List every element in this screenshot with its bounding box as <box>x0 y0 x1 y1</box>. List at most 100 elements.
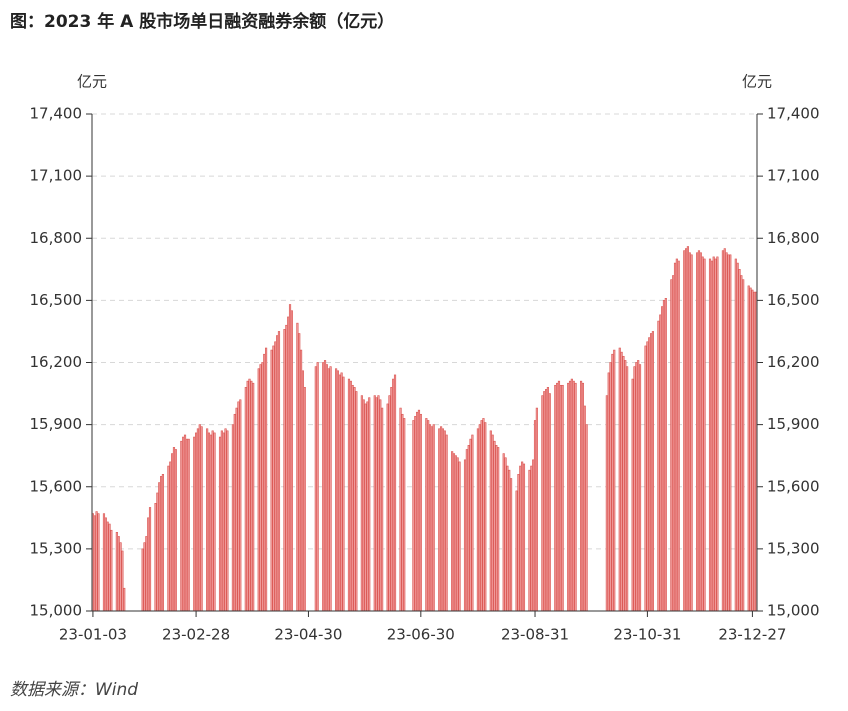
bar <box>567 382 570 612</box>
bar <box>399 407 402 612</box>
bar <box>618 347 621 612</box>
bar <box>714 258 717 612</box>
x-tick-label: 23-10-31 <box>613 626 681 644</box>
bar <box>533 420 537 612</box>
bar <box>471 434 474 612</box>
bar <box>469 438 472 612</box>
bar <box>545 389 548 612</box>
bar <box>231 424 234 612</box>
bar <box>347 378 351 612</box>
bar <box>160 476 163 612</box>
bar <box>355 391 358 612</box>
bar <box>522 463 526 612</box>
bar <box>388 395 391 612</box>
bar <box>548 393 551 612</box>
bar <box>751 289 754 612</box>
bar <box>495 445 498 612</box>
bar <box>200 426 203 612</box>
bar <box>631 378 634 612</box>
bar <box>322 362 325 612</box>
bar <box>675 258 678 612</box>
bar <box>412 420 415 612</box>
bar <box>478 424 481 612</box>
bar <box>263 353 266 612</box>
bar <box>607 372 610 612</box>
bar <box>747 285 750 612</box>
bar <box>568 380 572 612</box>
bar <box>174 449 177 612</box>
bar <box>644 345 647 612</box>
x-tick-label: 23-06-30 <box>387 626 455 644</box>
bar <box>635 362 638 612</box>
bar <box>285 324 288 612</box>
bar <box>441 428 444 612</box>
bar <box>688 252 691 612</box>
bar <box>530 465 533 612</box>
bar <box>270 349 273 612</box>
bar <box>532 459 535 612</box>
bar <box>97 513 100 612</box>
y-tick-label: 15,900 <box>30 415 83 433</box>
bar <box>213 432 216 612</box>
bar <box>465 449 468 612</box>
y2-tick-label: 16,200 <box>767 353 820 371</box>
bar <box>657 320 660 612</box>
bar <box>425 418 428 612</box>
bar <box>342 376 345 612</box>
bar <box>145 536 148 612</box>
bar <box>611 353 614 612</box>
bar <box>121 550 124 612</box>
bar <box>510 478 513 612</box>
bar <box>274 341 277 612</box>
bar <box>290 310 293 612</box>
bar <box>141 548 144 612</box>
bar <box>196 428 199 612</box>
bar <box>416 411 419 612</box>
bar <box>246 380 249 612</box>
bar <box>633 366 636 612</box>
bar <box>670 279 673 612</box>
bar <box>401 413 404 612</box>
bar <box>195 432 198 612</box>
bar <box>329 366 332 612</box>
bar <box>207 432 211 612</box>
y2-tick-label: 15,600 <box>767 477 820 495</box>
bar <box>502 453 505 612</box>
bar <box>723 248 726 612</box>
bar <box>685 248 688 612</box>
bar <box>430 426 433 612</box>
bar <box>519 465 522 612</box>
bar <box>556 382 559 612</box>
bar <box>581 382 584 612</box>
y2-tick-label: 17,100 <box>767 167 820 185</box>
bar <box>182 436 185 612</box>
bar <box>541 395 544 612</box>
bar <box>364 403 367 612</box>
bar <box>570 378 573 612</box>
bar <box>546 387 549 612</box>
bar <box>327 368 330 612</box>
bar <box>239 399 242 612</box>
bar <box>185 438 188 612</box>
bar <box>736 262 739 612</box>
bar <box>222 432 225 612</box>
bar <box>749 287 752 612</box>
bar <box>257 368 260 612</box>
bar <box>710 260 713 612</box>
bar <box>504 457 507 612</box>
bar <box>648 337 651 612</box>
y2-tick-label: 15,300 <box>767 539 820 557</box>
bar <box>171 453 174 612</box>
bar <box>734 258 737 612</box>
bar <box>123 587 126 612</box>
bar <box>115 532 118 612</box>
bar <box>336 370 339 612</box>
bar <box>716 256 719 612</box>
bar <box>683 250 686 612</box>
bar <box>287 316 290 612</box>
bar <box>303 387 306 612</box>
bar <box>484 422 487 612</box>
bar <box>508 469 511 612</box>
bar <box>574 382 577 612</box>
bar <box>403 418 406 612</box>
